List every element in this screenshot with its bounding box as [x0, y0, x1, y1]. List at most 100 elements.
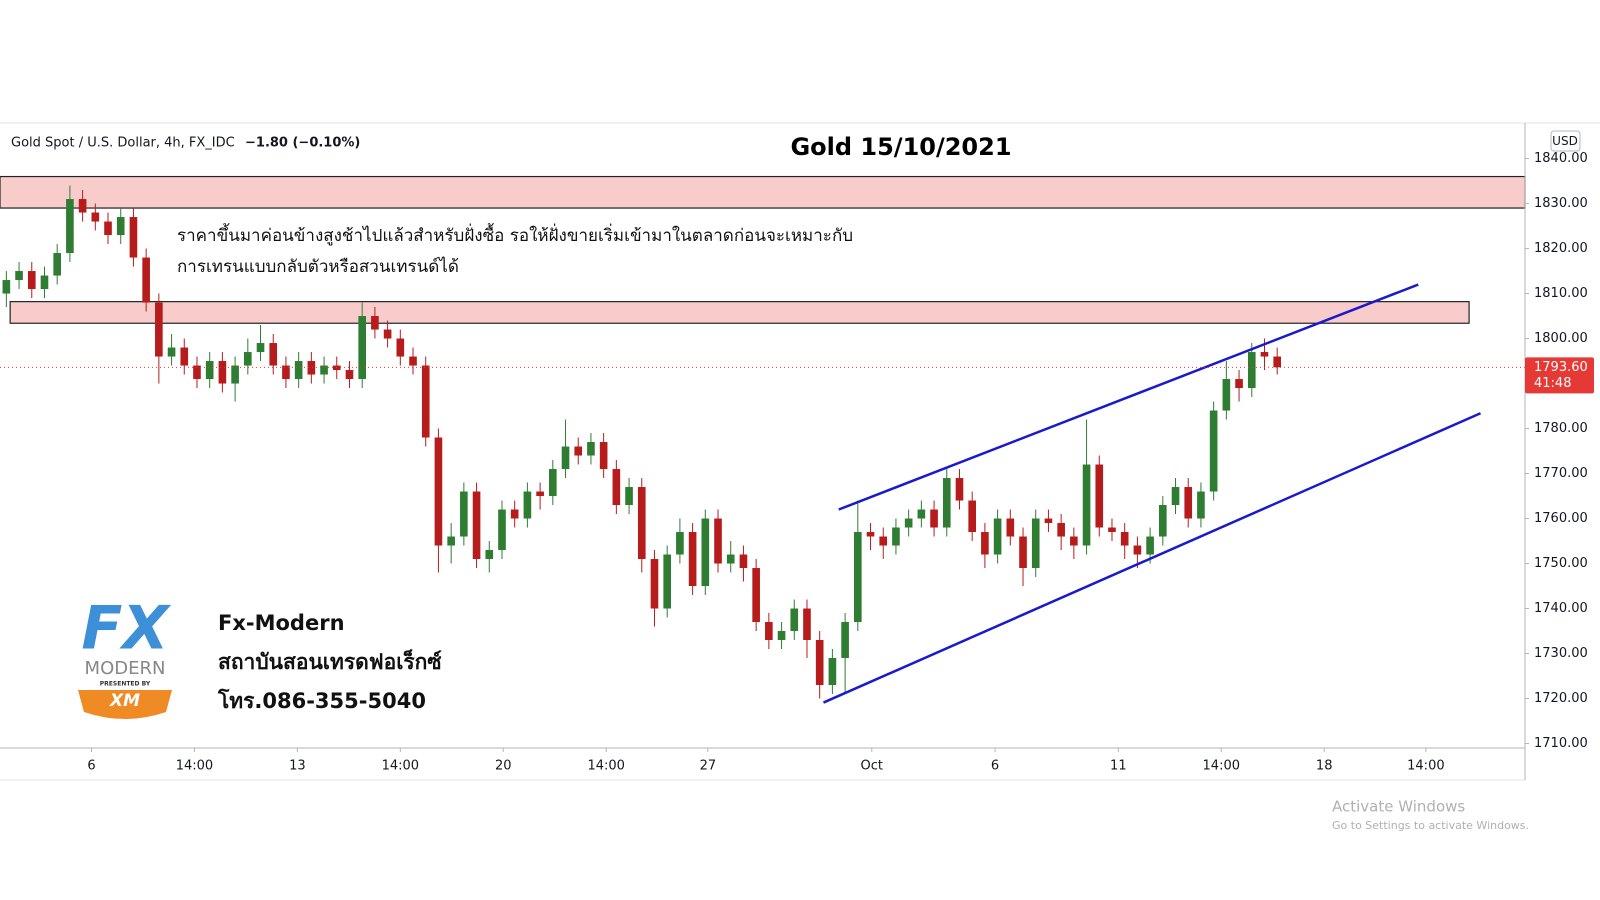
logo-partner: XM — [109, 691, 140, 711]
candle-body — [942, 478, 951, 528]
candle-body — [1260, 352, 1269, 357]
zone — [9, 301, 1470, 324]
x-tick-label: 14:00 — [1407, 759, 1444, 774]
candle-body — [1184, 487, 1193, 519]
candle-body — [663, 554, 671, 609]
x-tick-label: 14:00 — [1203, 759, 1240, 774]
candle-body — [167, 347, 176, 357]
candle-body — [1082, 464, 1091, 546]
plot-area — [0, 175, 1526, 704]
candle-body — [549, 469, 557, 497]
countdown-label: 41:48 — [1534, 376, 1571, 391]
candle-body — [625, 487, 633, 506]
candle-body — [968, 500, 976, 533]
candle-body — [803, 608, 811, 641]
candle-body — [841, 622, 849, 659]
candle-body — [282, 365, 290, 380]
logo-name: MODERN — [85, 658, 166, 679]
candle-body — [180, 347, 189, 366]
x-tick-label: 20 — [495, 759, 512, 774]
candle-body — [218, 361, 227, 384]
candle-body — [40, 275, 49, 290]
candle-body — [815, 640, 824, 686]
unit-box — [1550, 130, 1581, 152]
candle-body — [1235, 379, 1243, 389]
candle-body — [1273, 356, 1281, 368]
candle-body — [1209, 410, 1218, 492]
candle-body — [510, 509, 519, 519]
candle-body — [599, 442, 608, 470]
candle-body — [129, 217, 138, 258]
candle-body — [358, 316, 366, 380]
y-tick-label: 1730.00 — [1534, 646, 1588, 661]
candle-body — [650, 559, 659, 609]
candle-body — [307, 361, 316, 375]
y-tick-label: 1840.00 — [1534, 151, 1588, 166]
candle-body — [193, 365, 201, 380]
candle-body — [879, 536, 888, 546]
x-tick-label: 27 — [700, 759, 717, 774]
candle-body — [1019, 536, 1027, 569]
x-tick-label: 13 — [289, 759, 306, 774]
unit-label: USD — [1552, 134, 1578, 148]
candle-body — [523, 491, 532, 519]
candle-body — [676, 532, 684, 555]
candle-body — [993, 518, 1002, 555]
candle-body — [472, 491, 481, 560]
y-tick-label: 1750.00 — [1534, 556, 1588, 571]
candle-body — [15, 271, 23, 281]
y-tick-label: 1800.00 — [1534, 331, 1588, 346]
candle-body — [955, 478, 964, 501]
candle-body — [498, 509, 506, 551]
logo: FX MODERN PRESENTED BY XM — [78, 594, 172, 719]
candle-body — [1133, 545, 1142, 555]
y-tick-label: 1810.00 — [1534, 286, 1588, 301]
last-price-box — [1525, 357, 1594, 394]
candle-body — [1108, 527, 1116, 533]
candle-body — [421, 365, 430, 438]
brand-line: โทร.086-355-5040 — [217, 688, 426, 713]
candle-body — [777, 631, 786, 641]
x-tick-label: 14:00 — [382, 759, 419, 774]
candle-body — [2, 280, 11, 294]
candle-body — [53, 253, 61, 276]
watermark-title: Activate Windows — [1332, 798, 1465, 816]
candle-body — [1120, 532, 1129, 546]
candle-body — [104, 221, 112, 236]
candle-body — [383, 329, 392, 339]
candle-body — [460, 491, 468, 537]
candle-body — [612, 469, 621, 506]
candle-body — [1159, 505, 1167, 537]
candle-body — [1222, 379, 1231, 411]
candle-body — [536, 491, 544, 497]
brand-line: Fx-Modern — [218, 611, 345, 635]
logo-badge — [78, 690, 172, 719]
candle-body — [256, 343, 265, 353]
brand-line: สถาบันสอนเทรดฟอเร็กซ์ — [218, 648, 442, 674]
candle-body — [790, 608, 799, 632]
x-tick-label: 6 — [87, 759, 95, 774]
candle-body — [714, 518, 722, 564]
candle-body — [205, 361, 214, 380]
candle-body — [269, 343, 278, 366]
logo-brand: FX — [81, 594, 171, 664]
candle-body — [244, 352, 252, 366]
y-tick-label: 1830.00 — [1534, 196, 1588, 211]
candle-body — [1044, 518, 1053, 524]
candle-body — [142, 257, 150, 303]
candle-body — [1057, 523, 1065, 537]
candle-body — [930, 509, 938, 528]
candle-body — [688, 532, 697, 587]
candle-body — [854, 532, 862, 623]
candle-body — [637, 487, 646, 560]
x-tick-label: 6 — [991, 759, 999, 774]
candle-body — [904, 518, 913, 528]
candle-body — [917, 509, 926, 519]
candle-body — [1095, 464, 1104, 528]
candle-body — [434, 437, 443, 546]
trendline — [838, 283, 1419, 511]
annotation-line: การเทรนแบบกลับตัวหรือสวนเทรนด์ได้ — [177, 256, 459, 277]
candle-body — [409, 356, 417, 366]
candle-body — [396, 338, 405, 357]
